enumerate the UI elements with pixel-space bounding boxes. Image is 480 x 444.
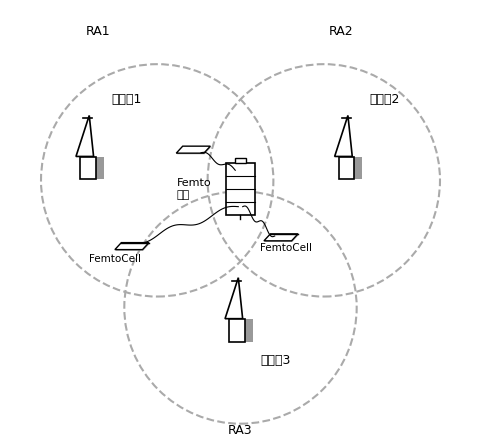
Bar (226, 163, 254, 215)
Polygon shape (115, 242, 149, 250)
Text: RA2: RA2 (328, 25, 353, 38)
Text: FemtoCell: FemtoCell (89, 254, 141, 264)
Text: Femto
网关: Femto 网关 (177, 178, 211, 200)
Polygon shape (176, 146, 210, 153)
Bar (88, 157, 104, 179)
Text: 宏基站2: 宏基站2 (369, 93, 399, 106)
Polygon shape (76, 115, 94, 156)
Bar (237, 319, 252, 341)
Bar (235, 158, 245, 163)
Polygon shape (115, 244, 149, 251)
Bar (346, 157, 361, 179)
Bar (80, 157, 96, 179)
Text: 宏基站1: 宏基站1 (111, 93, 141, 106)
Bar (228, 319, 244, 341)
Bar (338, 157, 354, 179)
Polygon shape (264, 235, 298, 242)
Polygon shape (264, 234, 298, 241)
Text: FemtoCell: FemtoCell (260, 243, 312, 254)
Polygon shape (334, 115, 351, 156)
Text: RA1: RA1 (85, 25, 110, 38)
Text: RA3: RA3 (228, 424, 252, 437)
Text: 宏基站3: 宏基站3 (260, 353, 290, 367)
Polygon shape (225, 278, 242, 319)
Polygon shape (177, 147, 211, 154)
